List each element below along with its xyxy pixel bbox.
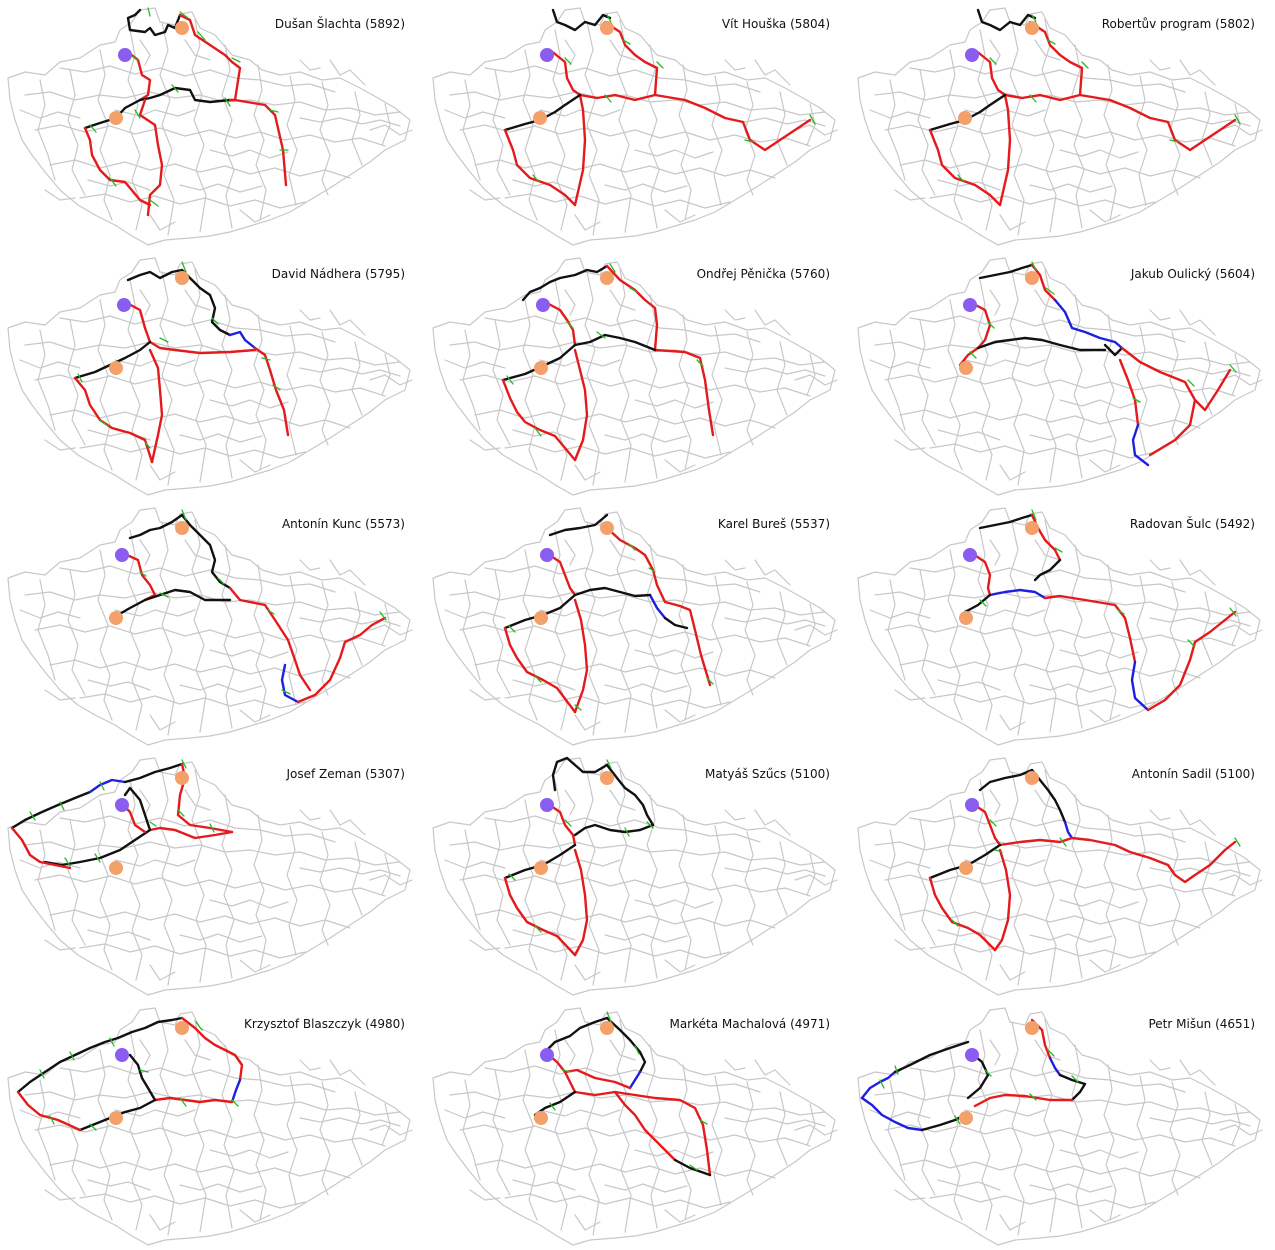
panel-label: Markéta Machalová (4971) xyxy=(669,1017,830,1031)
panel-label: Antonín Kunc (5573) xyxy=(281,517,405,531)
route-map xyxy=(432,507,838,746)
map-panel: Radovan Šulc (5492) xyxy=(850,500,1275,750)
route-overlay xyxy=(73,260,290,464)
map-panel: Krzysztof Blaszczyk (4980) xyxy=(0,1000,425,1250)
map-panel: Dušan Šlachta (5892) xyxy=(0,0,425,250)
map-panel: Vít Houška (5804) xyxy=(425,0,850,250)
route-overlay xyxy=(503,756,655,957)
route-map xyxy=(857,507,1263,746)
route-map xyxy=(7,6,413,246)
panel-label: David Nádhera (5795) xyxy=(271,267,405,281)
panel-label: Antonín Sadil (5100) xyxy=(1131,767,1255,781)
map-panel: Robertův program (5802) xyxy=(850,0,1275,250)
route-map xyxy=(857,1007,1263,1246)
map-panel: Antonín Kunc (5573) xyxy=(0,500,425,750)
route-overlay xyxy=(83,6,290,217)
route-map xyxy=(7,1007,413,1246)
route-map xyxy=(7,757,413,996)
route-map xyxy=(857,7,1263,246)
panel-label: Radovan Šulc (5492) xyxy=(1129,517,1255,531)
map-panel: Petr Mišun (4651) xyxy=(850,1000,1275,1250)
rail-network xyxy=(7,1007,413,1246)
rail-network xyxy=(7,757,413,996)
map-panel: Jakub Oulický (5604) xyxy=(850,250,1275,500)
rail-network xyxy=(857,7,1263,246)
panel-label: Josef Zeman (5307) xyxy=(286,767,405,781)
panel-label: Petr Mišun (4651) xyxy=(1148,1017,1255,1031)
map-panel: David Nádhera (5795) xyxy=(0,250,425,500)
route-map xyxy=(857,257,1263,496)
rail-network xyxy=(857,1007,1263,1246)
map-panel: Markéta Machalová (4971) xyxy=(425,1000,850,1250)
panel-label: Krzysztof Blaszczyk (4980) xyxy=(244,1017,405,1031)
panel-label: Ondřej Pěnička (5760) xyxy=(696,267,830,281)
rail-network xyxy=(432,7,838,246)
route-overlay xyxy=(957,260,1238,467)
panel-label: Robertův program (5802) xyxy=(1101,17,1255,31)
rail-network xyxy=(857,257,1263,496)
route-map xyxy=(432,257,838,496)
route-overlay xyxy=(928,768,1242,952)
route-map xyxy=(857,757,1263,996)
route-map xyxy=(7,507,413,746)
map-panel: Karel Bureš (5537) xyxy=(425,500,850,750)
rail-network xyxy=(432,507,838,746)
rail-network xyxy=(857,757,1263,996)
rail-network xyxy=(857,507,1263,746)
rail-network xyxy=(432,257,838,496)
map-panel: Matyáš Szűcs (5100) xyxy=(425,750,850,1000)
map-panel: Josef Zeman (5307) xyxy=(0,750,425,1000)
panel-label: Karel Bureš (5537) xyxy=(717,517,830,531)
route-map xyxy=(432,7,838,246)
panel-label: Dušan Šlachta (5892) xyxy=(274,17,405,31)
route-map xyxy=(432,756,838,996)
map-panel: Ondřej Pěnička (5760) xyxy=(425,250,850,500)
route-map xyxy=(432,1007,838,1246)
panel-label: Matyáš Szűcs (5100) xyxy=(704,767,830,781)
panel-label: Jakub Oulický (5604) xyxy=(1130,267,1255,281)
map-panel: Antonín Sadil (5100) xyxy=(850,750,1275,1000)
rail-network xyxy=(7,7,413,246)
route-overlay xyxy=(532,1010,712,1177)
route-overlay xyxy=(957,508,1238,712)
rail-network xyxy=(432,1007,838,1246)
panel-label: Vít Houška (5804) xyxy=(721,17,830,31)
route-map xyxy=(7,257,413,496)
